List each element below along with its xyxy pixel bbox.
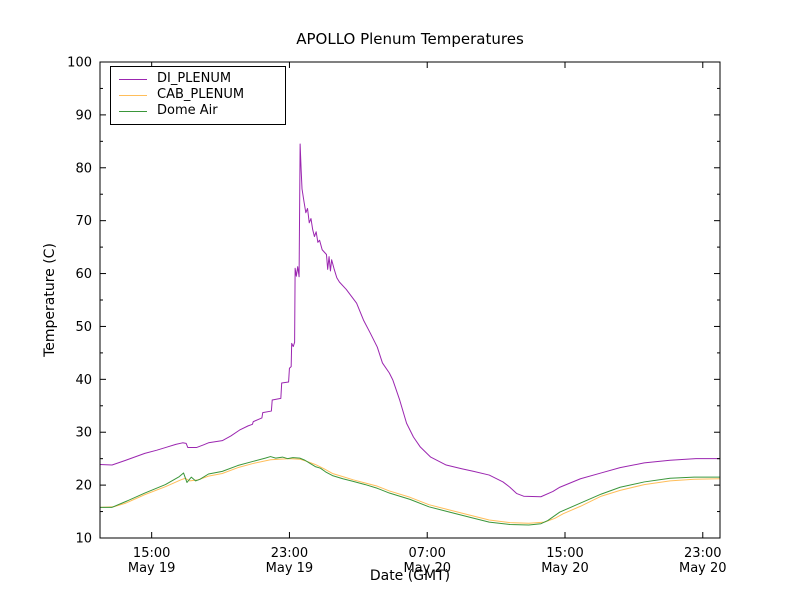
legend-label-dome-air: Dome Air — [157, 103, 218, 118]
series-line-cab-plenum — [99, 458, 721, 524]
series-layer — [99, 143, 721, 526]
chart-title: APOLLO Plenum Temperatures — [296, 30, 524, 48]
y-tick-label: 90 — [75, 108, 92, 123]
y-tick-label: 60 — [75, 267, 92, 282]
legend-row-dome-air: Dome Air — [111, 103, 285, 119]
x-tick-label-date: May 19 — [128, 561, 176, 576]
y-tick-label: 10 — [75, 532, 92, 547]
y-tick-label: 100 — [67, 56, 92, 71]
legend-label-cab-plenum: CAB_PLENUM — [157, 87, 245, 102]
series-line-di-plenum — [99, 143, 720, 498]
x-tick-label-time: 23:00 — [684, 546, 721, 561]
di-plenum-line-swatch-icon — [119, 78, 147, 80]
x-tick-label-date: May 20 — [679, 561, 727, 576]
y-tick-label: 30 — [75, 426, 92, 441]
y-tick-label: 80 — [75, 161, 92, 176]
y-tick-label: 20 — [75, 479, 92, 494]
y-tick-label: 50 — [75, 320, 92, 335]
x-axis-label: Date (GMT) — [370, 568, 450, 584]
legend-label-di-plenum: DI_PLENUM — [157, 71, 232, 86]
x-tick-label-time: 23:00 — [271, 546, 308, 561]
x-tick-label-time: 07:00 — [408, 546, 445, 561]
legend: DI_PLENUM CAB_PLENUM Dome Air — [110, 66, 286, 125]
dome-air-line-swatch-icon — [119, 110, 147, 112]
x-tick-label-time: 15:00 — [546, 546, 583, 561]
x-tick-label-time: 15:00 — [133, 546, 170, 561]
series-line-dome-air — [100, 456, 720, 526]
legend-row-cab-plenum: CAB_PLENUM — [111, 87, 285, 103]
x-tick-label-date: May 20 — [541, 561, 589, 576]
cab-plenum-line-swatch-icon — [119, 94, 147, 96]
legend-row-di-plenum: DI_PLENUM — [111, 71, 285, 87]
y-axis-label: Temperature (C) — [42, 243, 58, 358]
y-tick-label: 70 — [75, 214, 92, 229]
y-tick-label: 40 — [75, 373, 92, 388]
x-tick-label-date: May 20 — [403, 561, 451, 576]
x-tick-label-date: May 19 — [266, 561, 314, 576]
